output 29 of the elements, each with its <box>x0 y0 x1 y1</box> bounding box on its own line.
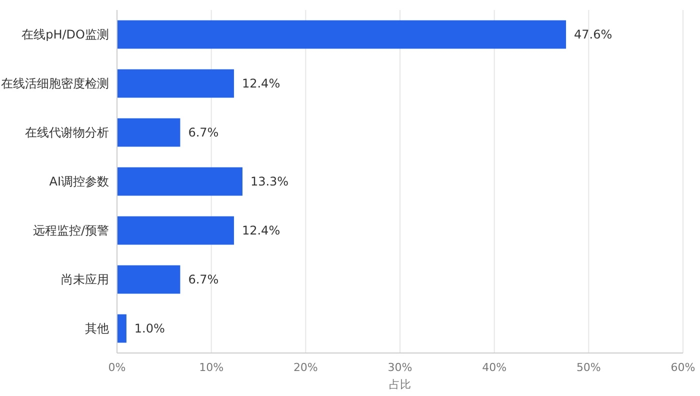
x-tick-label: 50% <box>576 361 601 374</box>
y-tick-label: AI调控参数 <box>49 174 109 189</box>
x-tick-label: 40% <box>482 361 507 374</box>
data-label: 12.4% <box>242 76 280 91</box>
y-tick-label: 远程监控/预警 <box>32 224 109 238</box>
bar <box>117 314 126 343</box>
y-tick-label: 在线代谢物分析 <box>25 126 109 140</box>
x-tick-label: 20% <box>293 361 318 374</box>
x-tick-label: 30% <box>388 361 412 374</box>
bar <box>117 216 234 245</box>
data-label: 1.0% <box>134 322 165 336</box>
bar <box>117 265 180 294</box>
data-label: 6.7% <box>188 126 219 140</box>
data-label: 6.7% <box>188 272 219 287</box>
y-tick-label: 其他 <box>85 322 109 336</box>
x-tick-label: 10% <box>199 361 224 374</box>
y-tick-label: 在线活细胞密度检测 <box>1 76 109 91</box>
data-label: 12.4% <box>242 224 280 238</box>
data-label: 47.6% <box>574 28 612 42</box>
y-tick-label: 在线pH/DO监测 <box>22 28 109 42</box>
bar <box>117 20 566 49</box>
bar <box>117 69 234 98</box>
y-tick-label: 尚未应用 <box>61 272 109 287</box>
data-label: 13.3% <box>250 174 289 189</box>
x-axis-title: 占比 <box>389 378 411 391</box>
bar <box>117 118 180 147</box>
bar <box>117 167 242 196</box>
x-tick-label: 0% <box>108 361 126 374</box>
x-tick-label: 60% <box>670 361 696 374</box>
